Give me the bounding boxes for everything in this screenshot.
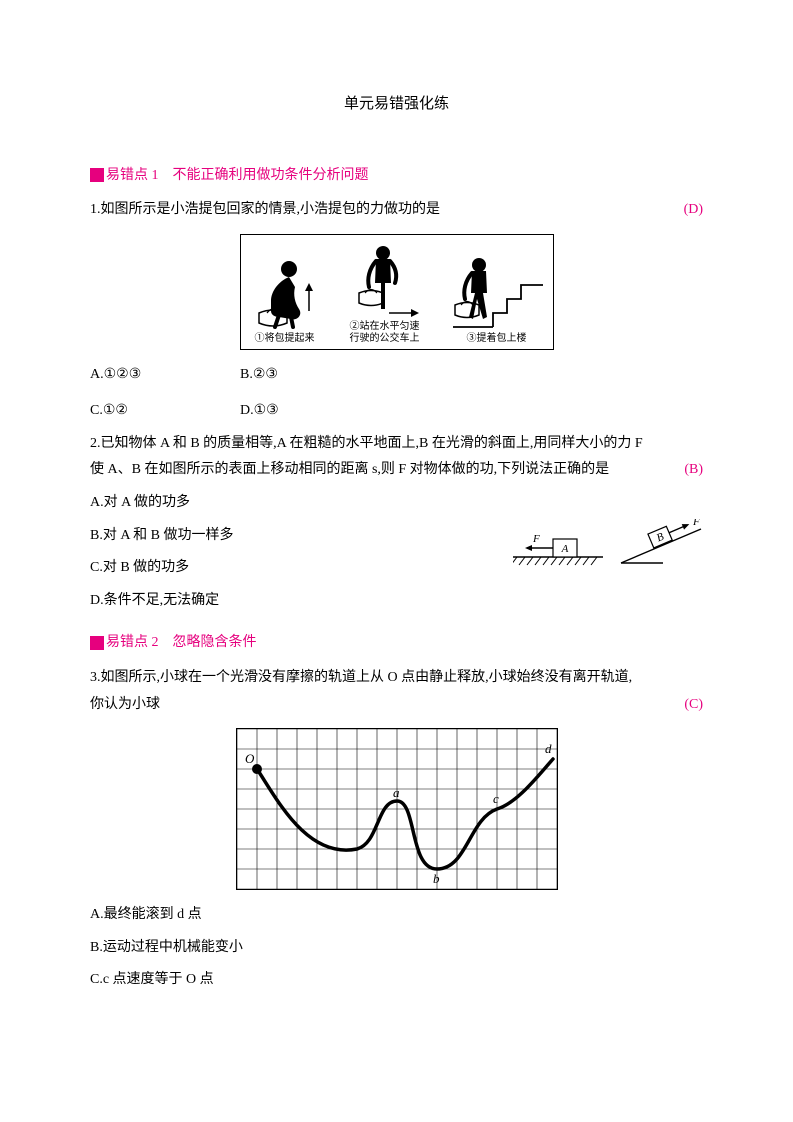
q3-line2: 你认为小球 <box>90 692 160 719</box>
section-heading-2: 易错点 2 忽略隐含条件 <box>90 630 703 657</box>
q1-options-row1: A.①②③ B.②③ <box>90 362 703 389</box>
q1-options-row2: C.①② D.①③ <box>90 398 703 425</box>
q3-line2-row: 你认为小球 (C) <box>90 692 703 719</box>
section-heading-1: 易错点 1 不能正确利用做功条件分析问题 <box>90 163 703 190</box>
q2-option-D: D.条件不足,无法确定 <box>90 588 703 615</box>
section-1-label: 易错点 1 不能正确利用做功条件分析问题 <box>106 163 369 190</box>
q2-figure: A F B F <box>513 519 703 569</box>
q1-option-A: A.①②③ <box>90 362 240 389</box>
section-2-label: 易错点 2 忽略隐含条件 <box>106 630 257 657</box>
q3-label-d: d <box>545 741 552 756</box>
q3-figure: O a b c d <box>90 728 703 890</box>
q1-figure-box: ①将包提起来 <box>240 234 554 350</box>
q2-fig-label-F1: F <box>532 533 540 545</box>
q1-text-row: 1.如图所示是小浩提包回家的情景,小浩提包的力做功的是 (D) <box>90 197 703 224</box>
q3-label-O: O <box>245 751 255 766</box>
section-square-icon <box>90 636 104 650</box>
q3-figure-box: O a b c d <box>236 728 558 890</box>
q1-figure: ①将包提起来 <box>90 234 703 350</box>
q2-answer: (B) <box>684 462 703 477</box>
question-1: 1.如图所示是小浩提包回家的情景,小浩提包的力做功的是 (D) <box>90 197 703 425</box>
page: 单元易错强化练 易错点 1 不能正确利用做功条件分析问题 1.如图所示是小浩提包… <box>0 0 793 1122</box>
q2-fig-label-F2: F <box>692 519 700 528</box>
q1-fig-caption-2: ②站在水平匀速 行驶的公交车上 <box>350 321 420 345</box>
q3-option-A: A.最终能滚到 d 点 <box>90 902 703 929</box>
q2-fig-label-A: A <box>561 543 569 555</box>
section-square-icon <box>90 168 104 182</box>
q1-answer: (D) <box>684 197 703 224</box>
person-stairs-icon <box>449 255 545 329</box>
q3-options: A.最终能滚到 d 点 B.运动过程中机械能变小 C.c 点速度等于 O 点 <box>90 902 703 994</box>
q3-option-C: C.c 点速度等于 O 点 <box>90 967 703 994</box>
q2-line1: 2.已知物体 A 和 B 的质量相等,A 在粗糙的水平地面上,B 在光滑的斜面上… <box>90 431 703 458</box>
q1-fig-item-2: ②站在水平匀速 行驶的公交车上 <box>345 243 425 345</box>
track-grid-icon: O a b c d <box>237 729 557 889</box>
q2-line2-row: 使 A、B 在如图所示的表面上移动相同的距离 s,则 F 对物体做的功,下列说法… <box>90 457 703 484</box>
q2-line2: 使 A、B 在如图所示的表面上移动相同的距离 s,则 F 对物体做的功,下列说法… <box>90 457 609 484</box>
q1-fig-caption-3: ③提着包上楼 <box>467 333 527 345</box>
person-stand-icon <box>345 243 425 317</box>
question-2: 2.已知物体 A 和 B 的质量相等,A 在粗糙的水平地面上,B 在光滑的斜面上… <box>90 431 703 615</box>
question-3: 3.如图所示,小球在一个光滑没有摩擦的轨道上从 O 点由静止释放,小球始终没有离… <box>90 665 703 994</box>
page-title: 单元易错强化练 <box>90 90 703 119</box>
q1-option-B: B.②③ <box>240 362 390 389</box>
q1-fig-item-1: ①将包提起来 <box>249 255 321 345</box>
q3-answer: (C) <box>684 692 703 719</box>
q1-text: 1.如图所示是小浩提包回家的情景,小浩提包的力做功的是 <box>90 197 440 224</box>
q1-fig-item-3: ③提着包上楼 <box>449 255 545 345</box>
q1-option-C: C.①② <box>90 398 240 425</box>
q3-line1: 3.如图所示,小球在一个光滑没有摩擦的轨道上从 O 点由静止释放,小球始终没有离… <box>90 665 703 692</box>
q3-label-c: c <box>493 791 499 806</box>
force-diagram-icon: A F B F <box>513 519 703 569</box>
q3-option-B: B.运动过程中机械能变小 <box>90 935 703 962</box>
q1-fig-caption-1: ①将包提起来 <box>255 333 315 345</box>
q3-label-b: b <box>433 871 440 886</box>
q1-option-D: D.①③ <box>240 398 390 425</box>
q2-option-A: A.对 A 做的功多 <box>90 490 703 517</box>
person-lift-icon <box>249 255 321 329</box>
q3-label-a: a <box>393 785 400 800</box>
